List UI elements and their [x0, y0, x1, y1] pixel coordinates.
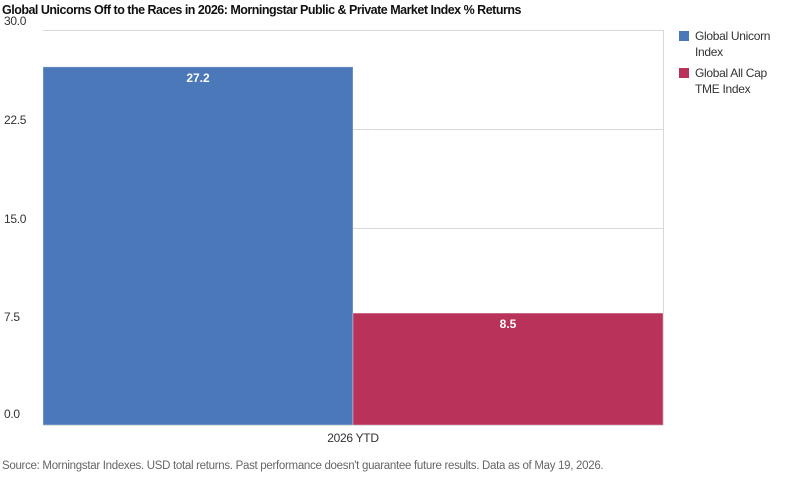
legend: Global Unicorn Index Global All Cap TME …	[679, 28, 797, 102]
y-tick-label: 0.0	[4, 407, 20, 421]
y-tick-label: 30.0	[4, 14, 27, 28]
legend-item-global-all-cap-tme: Global All Cap TME Index	[679, 65, 797, 97]
legend-swatch	[679, 31, 689, 41]
y-tick-label: 15.0	[4, 211, 27, 226]
chart-title: Global Unicorns Off to the Races in 2026…	[2, 3, 521, 17]
legend-label: Global Unicorn Index	[695, 29, 771, 59]
bar-global-all-cap-tme-index	[352, 312, 664, 426]
data-label: 8.5	[500, 317, 517, 331]
x-tick-label: 2026 YTD	[327, 431, 379, 445]
legend-label: Global All Cap TME Index	[695, 66, 767, 96]
y-tick-label: 22.5	[4, 112, 27, 127]
source-note: Source: Morningstar Indexes. USD total r…	[2, 460, 604, 472]
legend-swatch	[679, 68, 689, 78]
y-tick-label: 7.5	[4, 310, 20, 325]
bar-global-unicorn-index	[42, 66, 354, 426]
legend-item-global-unicorn: Global Unicorn Index	[679, 28, 797, 60]
data-label: 27.2	[186, 71, 210, 85]
